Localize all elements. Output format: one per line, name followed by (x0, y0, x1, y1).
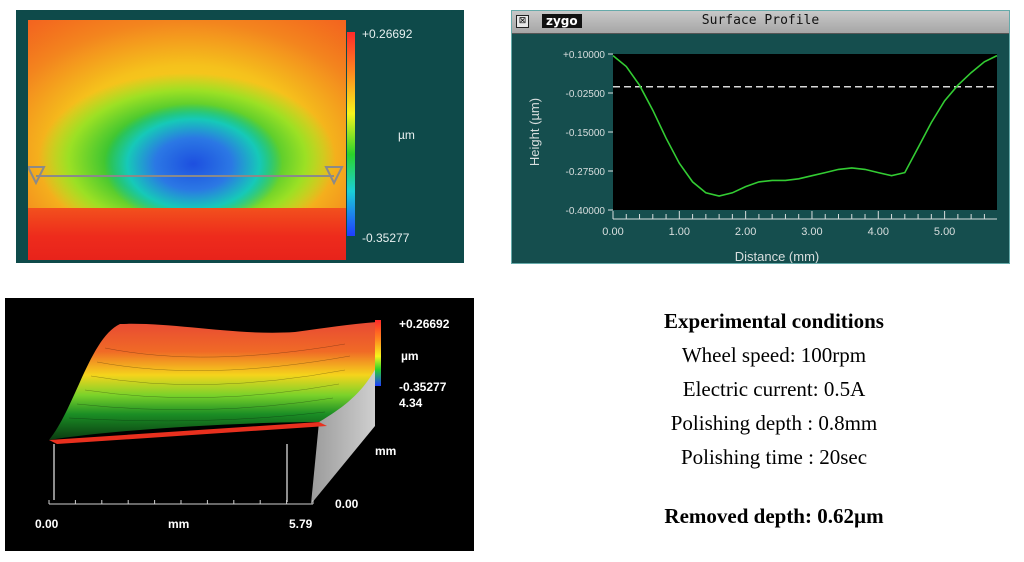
profile-cut-line[interactable] (28, 20, 346, 260)
x-tick-label: 1.00 (669, 226, 690, 238)
x-tick-label: 2.00 (735, 226, 756, 238)
3d-x-axis (48, 500, 314, 505)
experimental-conditions: Experimental conditions Wheel speed: 100… (560, 306, 988, 529)
surface-profile-chart: +0.10000 -0.02500 -0.15000 -0.27500 -0.40000… (527, 50, 998, 263)
conditions-title: Experimental conditions (664, 309, 884, 333)
3d-surface-view: +0.26692 µm -0.35277 4.34 mm 0.00 0.00 m… (5, 298, 474, 551)
3d-scale-max-label: +0.26692 (399, 317, 450, 331)
3d-surface-graphic: +0.26692 µm -0.35277 4.34 mm 0.00 0.00 m… (35, 317, 450, 531)
3d-surface-texture (68, 343, 351, 422)
plot-area (613, 54, 997, 210)
y-axis-label: Height (µm) (527, 98, 542, 166)
x-tick-label: 3.00 (801, 226, 822, 238)
y-tick-label: -0.15000 (566, 128, 606, 139)
profile-series-line (612, 54, 998, 197)
scale-max-label: +0.26692 (362, 27, 413, 41)
3d-scale-unit-label: µm (401, 349, 419, 363)
y-tick-label: +0.10000 (563, 50, 605, 61)
3d-surface-top (49, 322, 377, 440)
surface-profile-window: ⊠ zygo Surface Profile +0.10000 -0.02500 -… (511, 10, 1010, 264)
color-scale-bar (347, 32, 355, 236)
profile-end-handle (324, 166, 344, 186)
wheel-speed-text: Wheel speed: 100rpm (681, 343, 867, 367)
x-tick-label: 4.00 (868, 226, 889, 238)
3d-scale-min-label: -0.35277 (399, 380, 447, 394)
y-tick-label: -0.40000 (566, 206, 606, 217)
3d-y-min-label: 0.00 (335, 497, 359, 511)
3d-front-rim (49, 422, 327, 444)
contour-map-panel: +0.26692 µm -0.35277 (16, 10, 464, 263)
y-tick-label: -0.02500 (566, 89, 606, 100)
x-axis-label: Distance (mm) (735, 249, 820, 263)
3d-y-max-label: 4.34 (399, 396, 423, 410)
y-tick-label: -0.27500 (566, 167, 606, 178)
x-tick-label: 5.00 (934, 226, 955, 238)
3d-x-max-label: 5.79 (289, 517, 313, 531)
electric-current-text: Electric current: 0.5A (682, 377, 866, 401)
polishing-time-text: Polishing time : 20sec (680, 445, 868, 469)
window-titlebar[interactable]: ⊠ zygo Surface Profile (512, 11, 1009, 34)
3d-side-wall (311, 366, 375, 504)
contour-map-image (28, 20, 346, 260)
3d-y-unit-label: mm (375, 444, 396, 458)
3d-x-unit-label: mm (168, 517, 189, 531)
scale-min-label: -0.35277 (362, 231, 410, 245)
profile-start-handle (28, 166, 46, 186)
close-icon[interactable]: ⊠ (516, 15, 529, 28)
contour-map-bottom-band (28, 208, 346, 260)
3d-color-scale-bar (375, 320, 381, 386)
window-title: Surface Profile (701, 13, 820, 28)
x-tick-label: 0.00 (602, 226, 623, 238)
polishing-depth-text: Polishing depth : 0.8mm (670, 411, 878, 435)
3d-x-min-label: 0.00 (35, 517, 59, 531)
removed-depth-text: Removed depth: 0.62µm (664, 504, 884, 528)
scale-unit-label: µm (398, 128, 415, 142)
zygo-logo: zygo (542, 14, 582, 28)
